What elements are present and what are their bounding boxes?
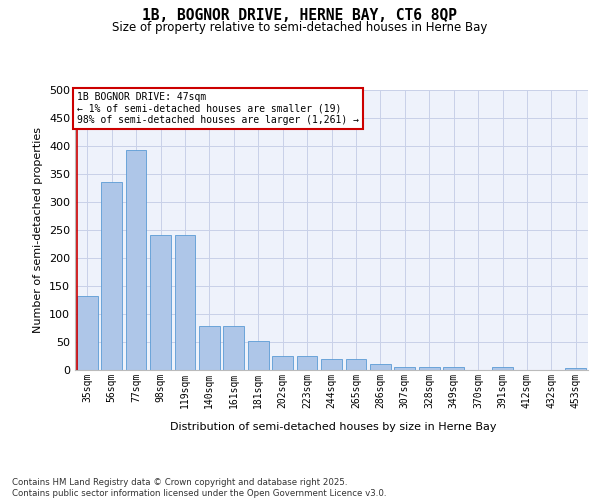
Bar [443,366,464,370]
Bar [77,296,98,370]
Text: Distribution of semi-detached houses by size in Herne Bay: Distribution of semi-detached houses by … [170,422,496,432]
Bar [565,368,586,370]
Bar [346,360,367,370]
Bar [150,235,171,370]
Bar [223,326,244,370]
Text: 1B, BOGNOR DRIVE, HERNE BAY, CT6 8QP: 1B, BOGNOR DRIVE, HERNE BAY, CT6 8QP [143,8,458,22]
Y-axis label: Number of semi-detached properties: Number of semi-detached properties [34,127,43,333]
Bar [492,367,513,370]
Bar [248,342,269,370]
Text: 1B BOGNOR DRIVE: 47sqm
← 1% of semi-detached houses are smaller (19)
98% of semi: 1B BOGNOR DRIVE: 47sqm ← 1% of semi-deta… [77,92,359,125]
Bar [370,364,391,370]
Bar [296,356,317,370]
Bar [394,366,415,370]
Text: Contains HM Land Registry data © Crown copyright and database right 2025.
Contai: Contains HM Land Registry data © Crown c… [12,478,386,498]
Bar [125,150,146,370]
Bar [272,356,293,370]
Bar [199,326,220,370]
Bar [419,366,440,370]
Bar [101,182,122,370]
Bar [175,235,196,370]
Bar [321,360,342,370]
Text: Size of property relative to semi-detached houses in Herne Bay: Size of property relative to semi-detach… [112,21,488,34]
